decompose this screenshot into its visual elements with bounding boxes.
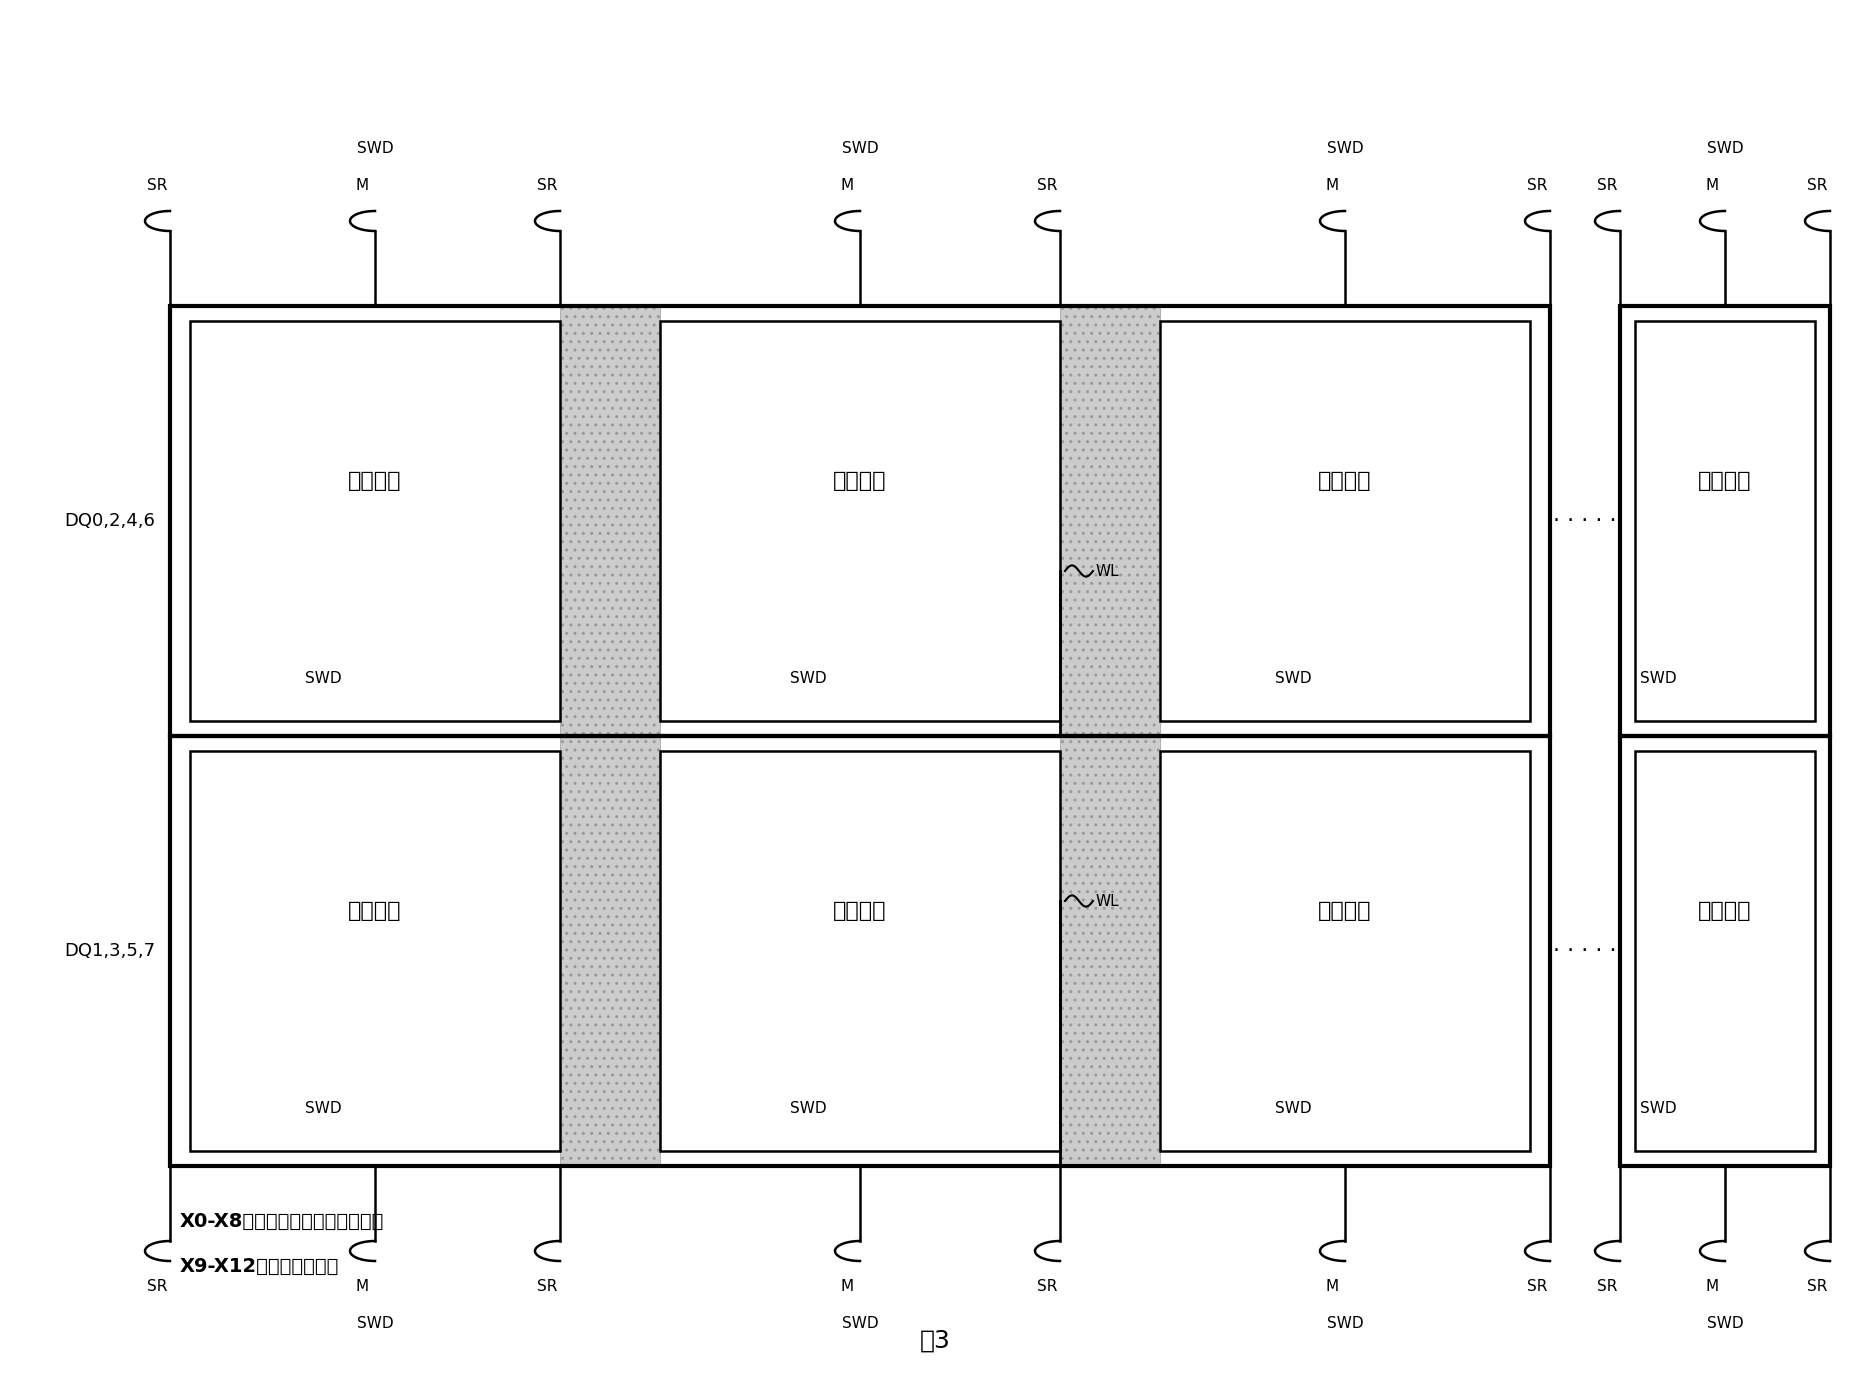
Text: SWD: SWD [789, 1100, 827, 1116]
Text: SR: SR [1038, 1279, 1058, 1295]
Text: 存储器块: 存储器块 [834, 471, 886, 491]
Text: SWD: SWD [1640, 1100, 1677, 1116]
Text: SR: SR [1528, 177, 1548, 193]
Text: SR: SR [1528, 1279, 1548, 1295]
Bar [170, 306, 1550, 736]
Bar [191, 751, 559, 1150]
Text: M: M [1705, 1279, 1719, 1295]
Text: 存储器块: 存储器块 [1318, 471, 1373, 491]
Text: WL: WL [1096, 564, 1120, 578]
Text: 存储器块: 存储器块 [1698, 901, 1752, 922]
Text: X9-X12：选择存储器块: X9-X12：选择存储器块 [180, 1257, 338, 1275]
Text: SWD: SWD [305, 671, 342, 686]
Text: SR: SR [148, 177, 168, 193]
Text: · · · · ·: · · · · · [1554, 941, 1618, 960]
Bar [1634, 322, 1816, 721]
Text: 存储器块: 存储器块 [348, 901, 402, 922]
Text: SWD: SWD [1707, 1315, 1743, 1331]
Text: M: M [1705, 177, 1719, 193]
Text: SR: SR [1597, 1279, 1618, 1295]
Text: M: M [355, 1279, 368, 1295]
Text: SWD: SWD [842, 1315, 879, 1331]
Text: SR: SR [1597, 177, 1618, 193]
Bar [660, 751, 1060, 1150]
Text: SR: SR [1038, 177, 1058, 193]
Bar [1619, 306, 1831, 736]
Text: DQ0,2,4,6: DQ0,2,4,6 [64, 511, 155, 529]
Text: SWD: SWD [305, 1100, 342, 1116]
Text: SWD: SWD [1640, 671, 1677, 686]
Text: M: M [1326, 177, 1339, 193]
Text: M: M [355, 177, 368, 193]
Text: SWD: SWD [842, 141, 879, 157]
Bar [559, 306, 660, 1166]
Bar [1159, 322, 1530, 721]
Text: SWD: SWD [1275, 1100, 1311, 1116]
Text: SR: SR [537, 177, 557, 193]
Text: SR: SR [148, 1279, 168, 1295]
Text: SWD: SWD [1275, 671, 1311, 686]
Text: SR: SR [1806, 177, 1827, 193]
Text: SWD: SWD [357, 141, 393, 157]
Text: SWD: SWD [1326, 1315, 1363, 1331]
Text: 存储器块: 存储器块 [834, 901, 886, 922]
Text: SR: SR [537, 1279, 557, 1295]
Text: DQ1,3,5,7: DQ1,3,5,7 [64, 942, 155, 960]
Text: 存储器块: 存储器块 [348, 471, 402, 491]
Bar [1159, 751, 1530, 1150]
Bar [170, 736, 1550, 1166]
Text: SWD: SWD [1326, 141, 1363, 157]
Bar [191, 322, 559, 721]
Text: 图3: 图3 [920, 1329, 950, 1353]
Text: X0-X8：选择存储器块内部的字线: X0-X8：选择存储器块内部的字线 [180, 1211, 385, 1231]
Text: SWD: SWD [1707, 141, 1743, 157]
Text: · · · · ·: · · · · · [1554, 511, 1618, 531]
Text: 存储器块: 存储器块 [1698, 471, 1752, 491]
Text: SWD: SWD [789, 671, 827, 686]
Bar [660, 322, 1060, 721]
Text: SWD: SWD [357, 1315, 393, 1331]
Bar [1060, 306, 1159, 1166]
Bar [1634, 751, 1816, 1150]
Text: M: M [842, 1279, 855, 1295]
Text: M: M [842, 177, 855, 193]
Text: M: M [1326, 1279, 1339, 1295]
Text: WL: WL [1096, 894, 1120, 908]
Bar [1619, 736, 1831, 1166]
Text: 存储器块: 存储器块 [1318, 901, 1373, 922]
Text: SR: SR [1806, 1279, 1827, 1295]
